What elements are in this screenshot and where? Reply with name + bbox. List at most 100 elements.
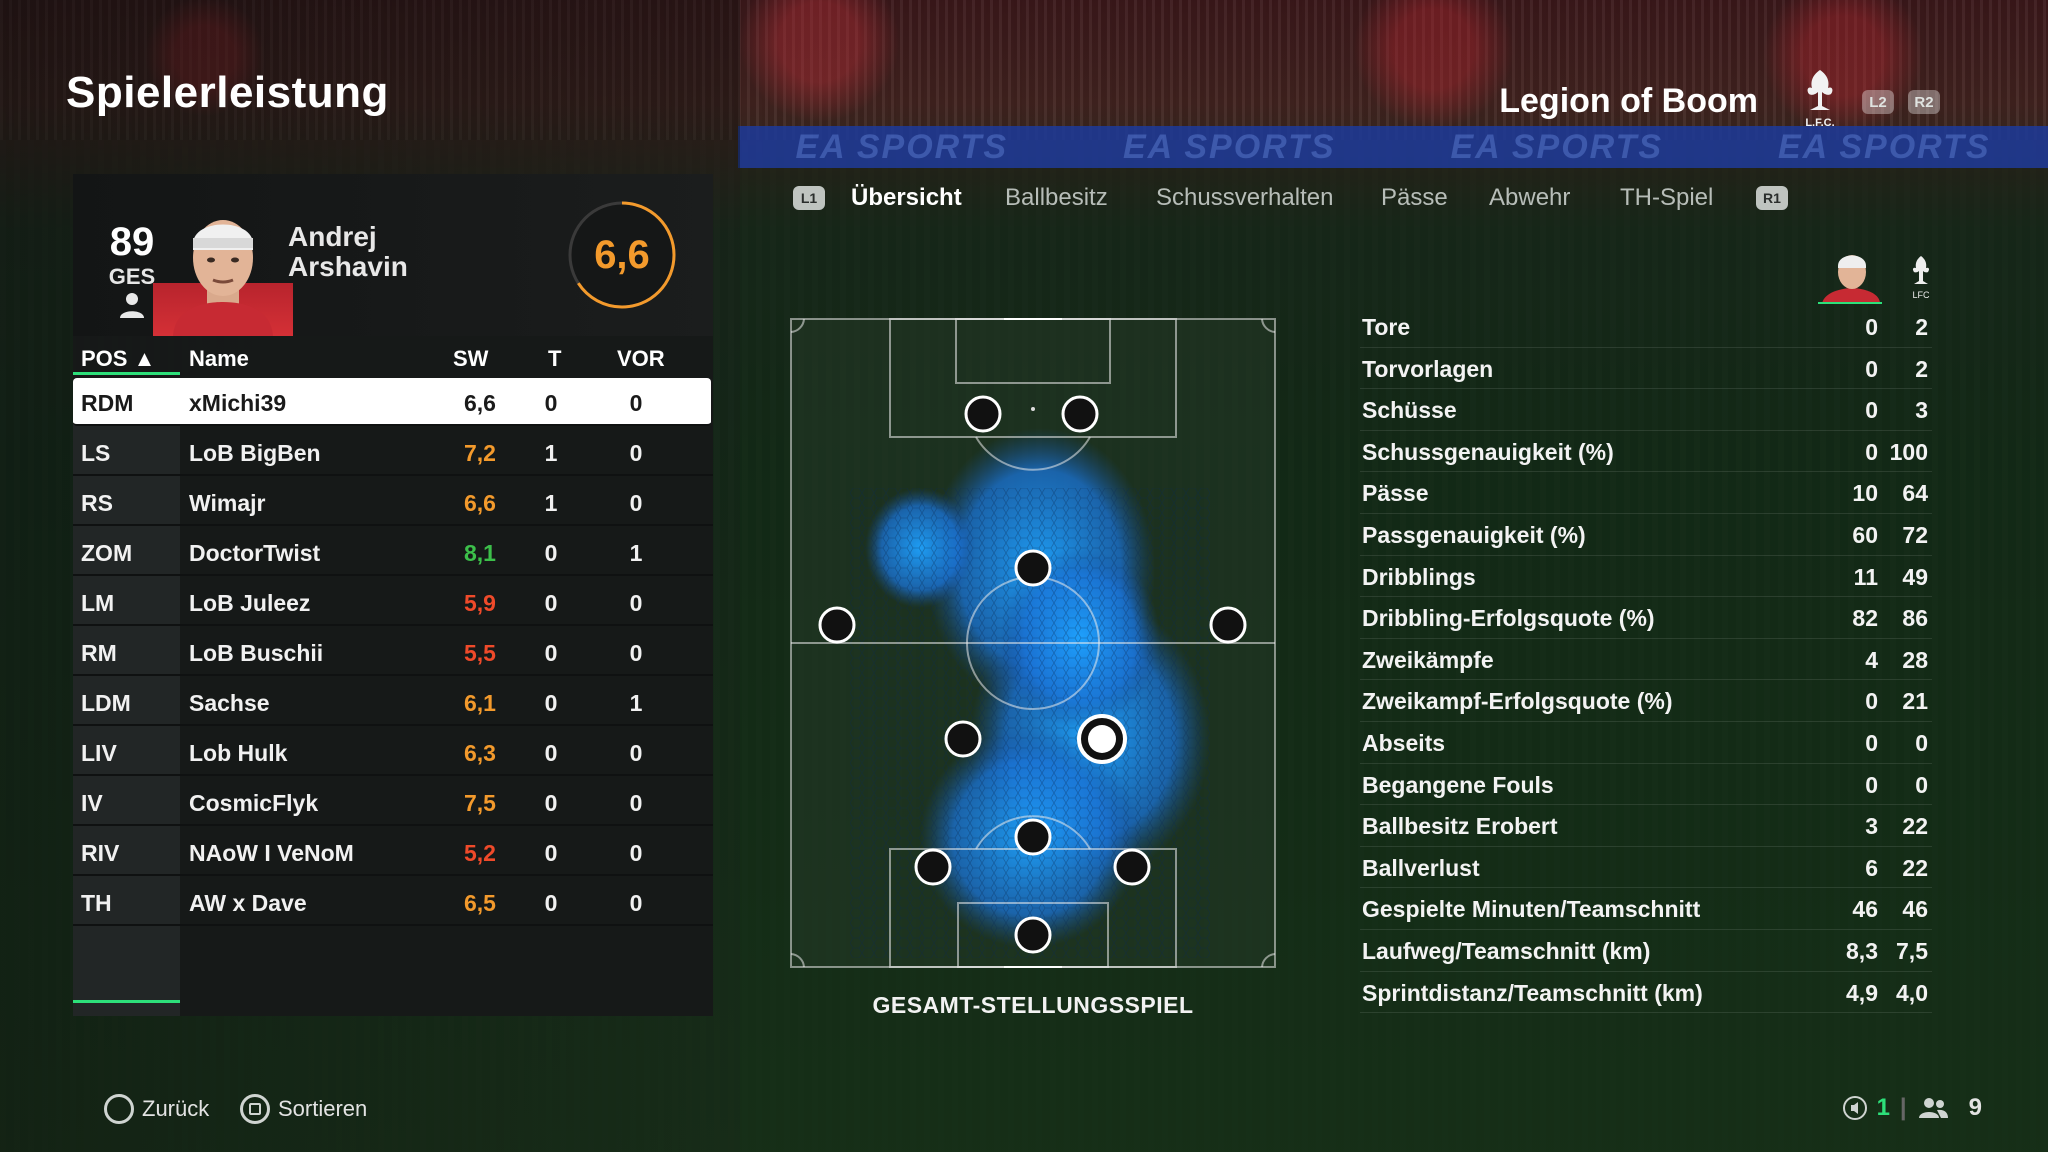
back-button[interactable]: Zurück (104, 1094, 209, 1124)
marker-rm (1209, 606, 1247, 644)
player-row-name: Wimajr (189, 490, 266, 516)
player-position: RDM (81, 390, 134, 416)
table-row[interactable]: IV CosmicFlyk 7,5 0 0 (73, 778, 713, 826)
stat-label: Schussgenauigkeit (%) (1362, 438, 1614, 465)
liverpool-crest-icon: L.F.C. (1805, 70, 1835, 129)
player-table-panel: 89 GES Andrej Arshavin 6,6 (73, 174, 713, 1016)
player-goals: 0 (544, 790, 558, 816)
tab-abwehr[interactable]: Abwehr (1489, 184, 1571, 211)
stat-player-value: 10 (1852, 480, 1878, 507)
player-assists: 0 (629, 390, 643, 416)
person-icon (120, 293, 144, 318)
table-row[interactable]: RDM xMichi39 6,6 0 0 (73, 378, 711, 426)
stat-row: Dribblings 11 49 (1360, 556, 1932, 598)
voice-count: 1 (1876, 1094, 1890, 1121)
l1-button-icon[interactable]: L1 (793, 186, 825, 210)
stat-row: Abseits 0 0 (1360, 722, 1932, 764)
sort-label: Sortieren (278, 1096, 368, 1121)
marker-rs (1061, 395, 1099, 433)
stat-label: Torvorlagen (1362, 355, 1494, 382)
column-name[interactable]: Name (189, 346, 249, 371)
stat-team-value: 72 (1902, 522, 1928, 548)
table-row[interactable]: RIV NAoW I VeNoM 5,2 0 0 (73, 828, 713, 876)
table-row[interactable]: LM LoB Juleez 5,9 0 0 (73, 578, 713, 626)
player-row-name: AW x Dave (189, 890, 307, 916)
player-row-name: LoB Buschii (189, 640, 324, 666)
player-rating: 6,1 (464, 690, 496, 716)
player-avatar (153, 204, 293, 336)
player-rating: 6,5 (464, 890, 496, 916)
stat-team-value: 0 (1915, 771, 1928, 798)
player-assists: 0 (629, 440, 643, 466)
stat-row: Laufweg/Teamschnitt (km) 8,3 7,5 (1360, 930, 1932, 972)
tab-th-spiel[interactable]: TH-Spiel (1620, 184, 1714, 211)
tab-paesse[interactable]: Pässe (1381, 184, 1448, 211)
stat-label: Sprintdistanz/Teamschnitt (km) (1362, 979, 1703, 1006)
table-row[interactable]: LDM Sachse 6,1 0 1 (73, 678, 713, 726)
table-row[interactable]: RM LoB Buschii 5,5 0 0 (73, 628, 713, 676)
tab-ballbesitz[interactable]: Ballbesitz (1005, 184, 1108, 211)
stat-player-value: 6 (1865, 854, 1878, 881)
table-row[interactable]: LS LoB BigBen 7,2 1 0 (73, 428, 713, 476)
back-label: Zurück (142, 1096, 210, 1121)
stat-player-value: 3 (1865, 813, 1878, 840)
stat-player-value: 46 (1852, 896, 1878, 923)
player-face-icon (173, 220, 273, 336)
stat-team-value: 2 (1915, 314, 1928, 340)
player-position: RIV (81, 840, 120, 866)
stat-row: Pässe 10 64 (1360, 472, 1932, 514)
stat-row: Schussgenauigkeit (%) 0 100 (1360, 431, 1932, 473)
overall-rating: 89 (109, 220, 155, 264)
column-sw[interactable]: SW (453, 346, 489, 371)
stat-team-value: 4,0 (1896, 979, 1928, 1006)
stat-row: Ballverlust 6 22 (1360, 847, 1932, 889)
team-crest-small-icon: LFC (1912, 256, 1930, 300)
column-t[interactable]: T (548, 346, 562, 371)
stat-team-value: 21 (1902, 688, 1928, 715)
column-vor[interactable]: VOR (617, 346, 665, 371)
player-position: RM (81, 640, 117, 666)
player-position: TH (81, 890, 112, 916)
r2-button-icon[interactable]: R2 (1908, 90, 1940, 114)
stat-team-value: 22 (1902, 854, 1928, 881)
marker-iv (1014, 818, 1052, 856)
stat-label: Passgenauigkeit (%) (1362, 522, 1586, 548)
tab-uebersicht[interactable]: Übersicht (851, 184, 962, 211)
stat-label: Pässe (1362, 480, 1429, 507)
marker-zom (1014, 549, 1052, 587)
stat-row: Zweikämpfe 4 28 (1360, 639, 1932, 681)
player-assists: 0 (629, 790, 643, 816)
player-assists: 1 (629, 690, 643, 716)
column-pos[interactable]: POS ▲ (81, 346, 156, 371)
player-markers (818, 395, 1247, 954)
player-row-name: LoB BigBen (189, 440, 321, 466)
player-position: RS (81, 490, 113, 516)
match-rating-ring (568, 201, 676, 309)
players-icon (1918, 1098, 1948, 1118)
table-row[interactable]: TH AW x Dave 6,5 0 0 (73, 878, 713, 926)
speaker-icon (1842, 1096, 1867, 1120)
tab-schussverhalten[interactable]: Schussverhalten (1156, 184, 1334, 211)
player-row-name: CosmicFlyk (189, 790, 319, 816)
heatmap-caption: GESAMT-STELLUNGSSPIEL (872, 992, 1194, 1018)
player-position: IV (81, 790, 103, 816)
stat-player-value: 0 (1865, 688, 1878, 715)
pitch-svg (790, 316, 1276, 970)
l2-button-icon[interactable]: L2 (1862, 90, 1894, 114)
page-title: Spielerleistung (66, 68, 389, 117)
player-position: LIV (81, 740, 117, 766)
r1-button-icon[interactable]: R1 (1756, 186, 1788, 210)
stat-player-value: 0 (1865, 314, 1878, 340)
player-goals: 0 (544, 540, 558, 566)
ad-text: EA SPORTS (1777, 127, 1991, 166)
table-row[interactable]: ZOM DoctorTwist 8,1 0 1 (73, 528, 713, 576)
player-rating: 7,5 (464, 790, 496, 816)
table-row[interactable]: LIV Lob Hulk 6,3 0 0 (73, 728, 713, 776)
heatmap-area (850, 428, 1210, 958)
player-card: 89 GES Andrej Arshavin 6,6 (73, 174, 713, 336)
stat-player-value: 4,9 (1846, 979, 1878, 1006)
separator: | (1899, 1094, 1907, 1121)
stat-label: Tore (1362, 314, 1411, 340)
sort-button[interactable]: Sortieren (240, 1094, 367, 1124)
table-row[interactable]: RS Wimajr 6,6 1 0 (73, 478, 713, 526)
